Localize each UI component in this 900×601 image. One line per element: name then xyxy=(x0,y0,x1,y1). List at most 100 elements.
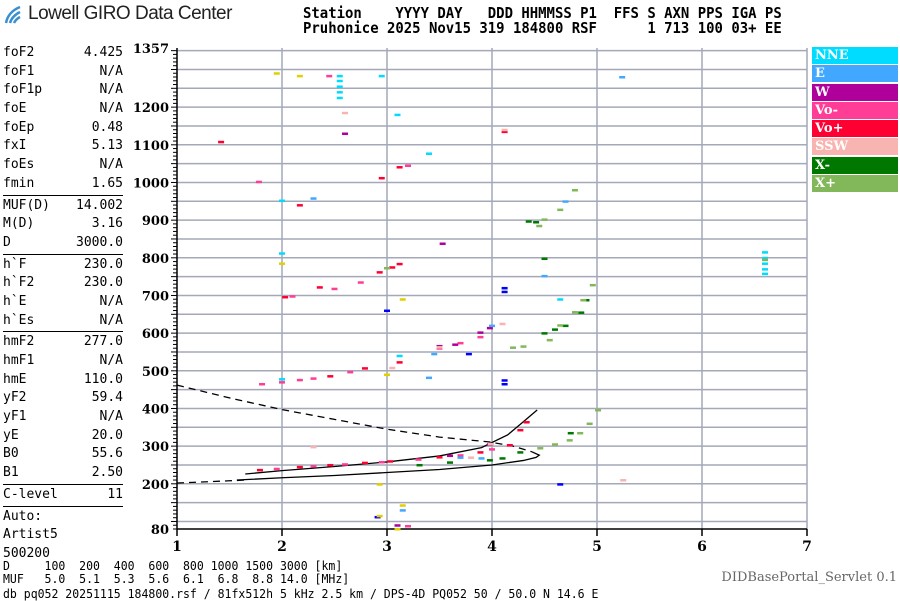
param-name: C-level xyxy=(3,486,58,502)
param-name: M(D) xyxy=(3,216,35,232)
x-tick-label: 6 xyxy=(697,539,707,555)
echo-point-x- xyxy=(447,461,453,464)
echo-point xyxy=(394,528,401,531)
echo-point-vo+ xyxy=(218,140,225,144)
echo-point-w xyxy=(477,331,484,334)
param-name: foEp xyxy=(3,119,35,135)
echo-point-ssw xyxy=(310,445,317,449)
legend-item-voplus: Vo+ xyxy=(812,120,898,138)
echo-point-ssw xyxy=(487,442,494,446)
echo-point-vo+ xyxy=(327,375,334,378)
echo-point-vo- xyxy=(255,180,262,184)
echo-point-vo- xyxy=(457,454,464,457)
echo-point-x+ xyxy=(520,345,527,348)
echo-point xyxy=(376,514,383,518)
param-row: hmF2 277.0 xyxy=(3,333,123,352)
param-row: foEs N/A xyxy=(3,156,123,175)
echo-point-w xyxy=(394,524,401,527)
y-tick-label: 600 xyxy=(142,327,169,342)
divider xyxy=(3,194,123,196)
y-tick-label: 1357 xyxy=(133,42,169,57)
echo-point-x+ xyxy=(537,447,544,450)
x-tick-label: 3 xyxy=(382,539,392,555)
x-tick-label: 1 xyxy=(172,539,182,555)
echo-point-vo- xyxy=(273,467,280,471)
echo-point-w xyxy=(439,242,446,245)
echo-point-e xyxy=(541,274,548,278)
echo-point xyxy=(273,72,280,75)
muf-row: MUF 5.0 5.1 5.3 5.6 6.1 6.8 8.8 14.0 [MH… xyxy=(3,571,350,586)
legend-item-vominus: Vo- xyxy=(812,101,898,119)
y-tick-label: 200 xyxy=(142,478,169,493)
y-tick-label: 400 xyxy=(142,402,169,417)
echo-point-ssw xyxy=(499,322,506,326)
echo-point-nne xyxy=(762,268,768,271)
echo-point-x- xyxy=(486,459,493,462)
echo-point-nne xyxy=(336,96,343,100)
echo-point-x+ xyxy=(546,338,553,342)
param-row: MUF(D) 14.002 xyxy=(3,197,123,216)
brand-name: Lowell GIRO Data Center xyxy=(28,3,232,24)
param-value: 5.13 xyxy=(91,138,123,154)
echo-point-nne xyxy=(279,199,285,203)
param-name: MUF(D) xyxy=(3,197,50,213)
param-name: foF1 xyxy=(3,63,35,79)
header-line-2: Pruhonice 2025 Nov15 319 184800 RSF 1 71… xyxy=(303,19,782,37)
echo-point-x+ xyxy=(510,346,516,349)
param-name: B1 xyxy=(3,465,19,481)
echo-point-ssw xyxy=(620,479,627,482)
param-row: B0 55.6 xyxy=(3,445,123,464)
echo-point-x+ xyxy=(586,422,593,426)
param-name: yF2 xyxy=(3,390,27,406)
echo-point-x+ xyxy=(557,324,564,327)
echo-point-vo- xyxy=(405,164,411,168)
echo-point-x- xyxy=(517,451,524,454)
param-value: 0.48 xyxy=(91,119,123,135)
echo-point xyxy=(296,74,303,78)
x-tick-label: 5 xyxy=(592,539,602,555)
echo-point-x+ xyxy=(571,311,578,314)
echo-point-vo- xyxy=(357,281,364,284)
echo-point-ssw xyxy=(468,456,474,459)
legend-item-nne: NNE xyxy=(812,47,898,64)
y-tick-label: 800 xyxy=(142,252,169,267)
echo-point-x+ xyxy=(571,189,578,192)
echo-point-vo+ xyxy=(282,295,289,299)
y-tick-label: 1000 xyxy=(133,176,169,191)
echo-point-x- xyxy=(525,220,532,223)
param-row: foE N/A xyxy=(3,100,123,119)
param-row: yF2 59.4 xyxy=(3,389,123,408)
echo-point-vo- xyxy=(331,287,338,291)
echo-point-nne xyxy=(394,113,401,117)
echo-point-ssw xyxy=(501,128,508,132)
autoscale-info: 500200 xyxy=(3,545,50,561)
echo-point-x+ xyxy=(541,218,548,221)
model-curve-dashed xyxy=(176,479,246,484)
param-name: fmin xyxy=(3,175,35,191)
legend-item-e: E xyxy=(812,65,898,83)
param-value: 3000.0 xyxy=(76,234,123,250)
autoscale-info: Auto: xyxy=(3,508,43,524)
echo-point-vo+ xyxy=(387,460,394,463)
legend-item-xminus: X- xyxy=(812,156,898,174)
echo-point-vo- xyxy=(259,382,266,386)
station-header: Station YYYY DAY DDD HHMMSS P1 FFS S AXN… xyxy=(303,6,782,36)
echo-point-vo+ xyxy=(296,204,303,207)
echo-point-nne xyxy=(396,354,403,358)
echo-point-vo+ xyxy=(396,166,403,169)
y-tick-label: 900 xyxy=(142,214,169,229)
echo-point-vo- xyxy=(457,341,464,345)
divider xyxy=(3,253,123,255)
param-name: h`F2 xyxy=(3,275,35,291)
echo-point-vo+ xyxy=(256,468,263,472)
echo-point-vo- xyxy=(405,524,411,528)
echo-point-e xyxy=(431,352,438,356)
echo-point-vo+ xyxy=(376,271,383,274)
echo-point-x- xyxy=(541,332,548,335)
param-value: N/A xyxy=(99,157,123,173)
echo-point-ssw xyxy=(342,111,348,115)
param-name: foF2 xyxy=(3,45,35,60)
echo-point-x+ xyxy=(762,258,768,262)
echo-point-vo+ xyxy=(389,266,396,269)
param-value: 4.425 xyxy=(83,45,123,60)
